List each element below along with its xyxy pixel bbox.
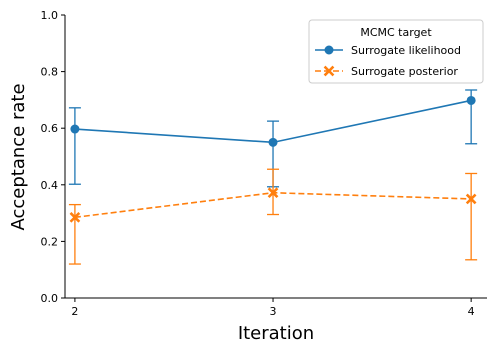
legend-entries: Surrogate likelihood Surrogate posterior <box>315 44 461 78</box>
x-tick-label: 4 <box>468 305 475 318</box>
legend-title: MCMC target <box>360 26 432 39</box>
legend-marker <box>324 45 334 55</box>
y-tick-label: 0.4 <box>41 179 59 192</box>
data-point <box>267 187 279 199</box>
y-tick-label: 0.0 <box>41 292 59 305</box>
y-tick-label: 1.0 <box>41 9 59 22</box>
legend-label: Surrogate likelihood <box>351 44 461 57</box>
y-tick-label: 0.8 <box>41 66 59 79</box>
legend-label: Surrogate posterior <box>351 65 458 78</box>
x-axis-title: Iteration <box>238 323 314 341</box>
axes <box>64 15 487 299</box>
legend: MCMC target Surrogate likelihoodSurrogat… <box>308 19 484 84</box>
data-point <box>465 193 477 205</box>
x-tick-label: 2 <box>71 305 78 318</box>
y-tick-label: 0.2 <box>41 235 59 248</box>
data-point <box>69 212 81 223</box>
y-axis-title: Acceptance rate <box>8 83 29 230</box>
legend-entry: Surrogate posterior <box>315 65 458 78</box>
legend-entry: Surrogate likelihood <box>315 44 461 57</box>
data-point <box>70 124 80 134</box>
plot-area <box>68 89 478 265</box>
legend-box <box>308 19 484 84</box>
ticks: 0.0 0.2 0.4 0.6 0.8 1.0 2 3 4 <box>41 9 475 318</box>
series-1 <box>68 89 478 188</box>
data-point <box>466 95 476 105</box>
data-point <box>268 137 278 147</box>
y-tick-label: 0.6 <box>41 122 59 135</box>
series-2 <box>68 168 478 265</box>
legend-marker <box>323 65 335 77</box>
x-tick-label: 3 <box>270 305 277 318</box>
